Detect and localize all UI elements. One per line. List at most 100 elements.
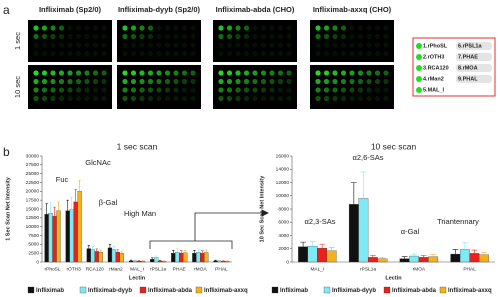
y-tick-label: 30000 xyxy=(26,153,40,159)
array-spot xyxy=(67,33,73,40)
error-bar xyxy=(129,259,133,261)
array-spot xyxy=(286,87,292,93)
annotation: α2,6-SAs xyxy=(352,153,383,162)
bar xyxy=(52,215,57,263)
array-spot xyxy=(260,78,267,85)
bar xyxy=(217,260,222,263)
array-spot xyxy=(366,25,372,31)
array-spot xyxy=(84,33,90,40)
error-bar xyxy=(49,202,52,214)
array-spot xyxy=(173,70,179,76)
array-spot xyxy=(286,50,292,57)
legend-tag xyxy=(456,75,492,83)
array-spot xyxy=(156,33,162,40)
legend-swatch xyxy=(439,286,447,294)
array-spot xyxy=(332,87,338,93)
array-spot xyxy=(383,95,389,102)
legend-spot xyxy=(416,43,422,49)
bar xyxy=(307,245,318,263)
column-label: Infliximab (Sp2/0) xyxy=(39,5,102,14)
legend-spot xyxy=(416,87,422,93)
x-tick-label: rMOA xyxy=(413,266,426,272)
array-spot xyxy=(235,25,241,31)
array-spot xyxy=(50,25,56,31)
error-bar xyxy=(172,250,175,254)
array-spot xyxy=(235,70,241,76)
legend-swatch xyxy=(79,286,87,294)
y-axis-label: 10 Sec Scan Net Intensity xyxy=(259,175,265,243)
array-spot xyxy=(340,87,347,93)
array-spot xyxy=(147,70,154,76)
array-spot xyxy=(181,25,188,31)
error-bar xyxy=(226,260,229,262)
error-bar xyxy=(180,250,183,254)
bar xyxy=(179,253,184,263)
legend-label: 2.rOTH3 xyxy=(423,54,444,60)
bar xyxy=(132,260,138,263)
array-spot xyxy=(122,33,128,40)
error-bar xyxy=(218,259,221,261)
x-tick-label: rPhoSL xyxy=(45,266,61,272)
bar xyxy=(418,257,429,263)
array-spot xyxy=(190,50,196,57)
array-spot xyxy=(92,95,99,102)
array-spot xyxy=(101,95,107,102)
array-spot xyxy=(58,33,65,40)
legend-tag xyxy=(456,53,492,61)
array-spot xyxy=(41,33,48,40)
error-bar xyxy=(176,248,179,253)
array-spot xyxy=(260,33,267,40)
array-spot xyxy=(323,78,330,85)
array-spot xyxy=(340,42,347,48)
array-spot xyxy=(164,70,171,76)
array-spot xyxy=(33,33,39,40)
array-spot xyxy=(243,87,250,93)
array-spot xyxy=(122,87,128,93)
error-bar xyxy=(108,244,112,248)
y-tick-label: 17500 xyxy=(26,197,40,203)
bar xyxy=(183,252,188,263)
y-tick-label: 5000 xyxy=(28,242,39,248)
error-bar xyxy=(99,249,102,253)
array-spot xyxy=(260,25,267,31)
y-tick-label: 2500 xyxy=(28,250,39,256)
array-spot xyxy=(67,42,73,48)
array-spot xyxy=(139,87,145,93)
array-spot xyxy=(332,78,338,85)
y-tick-label: 10000 xyxy=(26,224,40,230)
array-spot xyxy=(243,42,250,48)
bar xyxy=(73,201,78,263)
legend-swatch xyxy=(323,286,331,294)
array-spot xyxy=(50,78,56,85)
array-spot xyxy=(218,78,224,85)
y-axis-label: 1 Sec Scan Net Intensity xyxy=(5,176,11,241)
array-spot xyxy=(315,33,321,40)
array-spot xyxy=(357,33,364,40)
y-tick-label: 15000 xyxy=(26,206,40,212)
array-spot xyxy=(147,78,154,85)
error-bar xyxy=(133,259,137,261)
array-spot xyxy=(340,95,347,102)
array-spot xyxy=(164,33,171,40)
array-spot xyxy=(277,50,284,57)
array-spot xyxy=(41,50,48,57)
array-spot xyxy=(139,33,145,40)
array-spot xyxy=(218,33,224,40)
array-spot xyxy=(226,70,233,76)
array-spot xyxy=(139,78,145,85)
bar xyxy=(377,258,388,263)
error-bar xyxy=(87,245,91,249)
bar xyxy=(48,213,53,263)
array-spot xyxy=(235,50,241,57)
bar xyxy=(86,248,91,263)
array-spot xyxy=(349,95,355,102)
array-spot xyxy=(173,50,179,57)
error-bar xyxy=(57,201,60,211)
array-spot xyxy=(75,70,82,76)
array-spot xyxy=(277,70,284,76)
y-tick-label: 14000 xyxy=(276,167,290,173)
bar xyxy=(196,251,201,263)
error-bar xyxy=(78,180,81,192)
array-spot xyxy=(235,42,241,48)
